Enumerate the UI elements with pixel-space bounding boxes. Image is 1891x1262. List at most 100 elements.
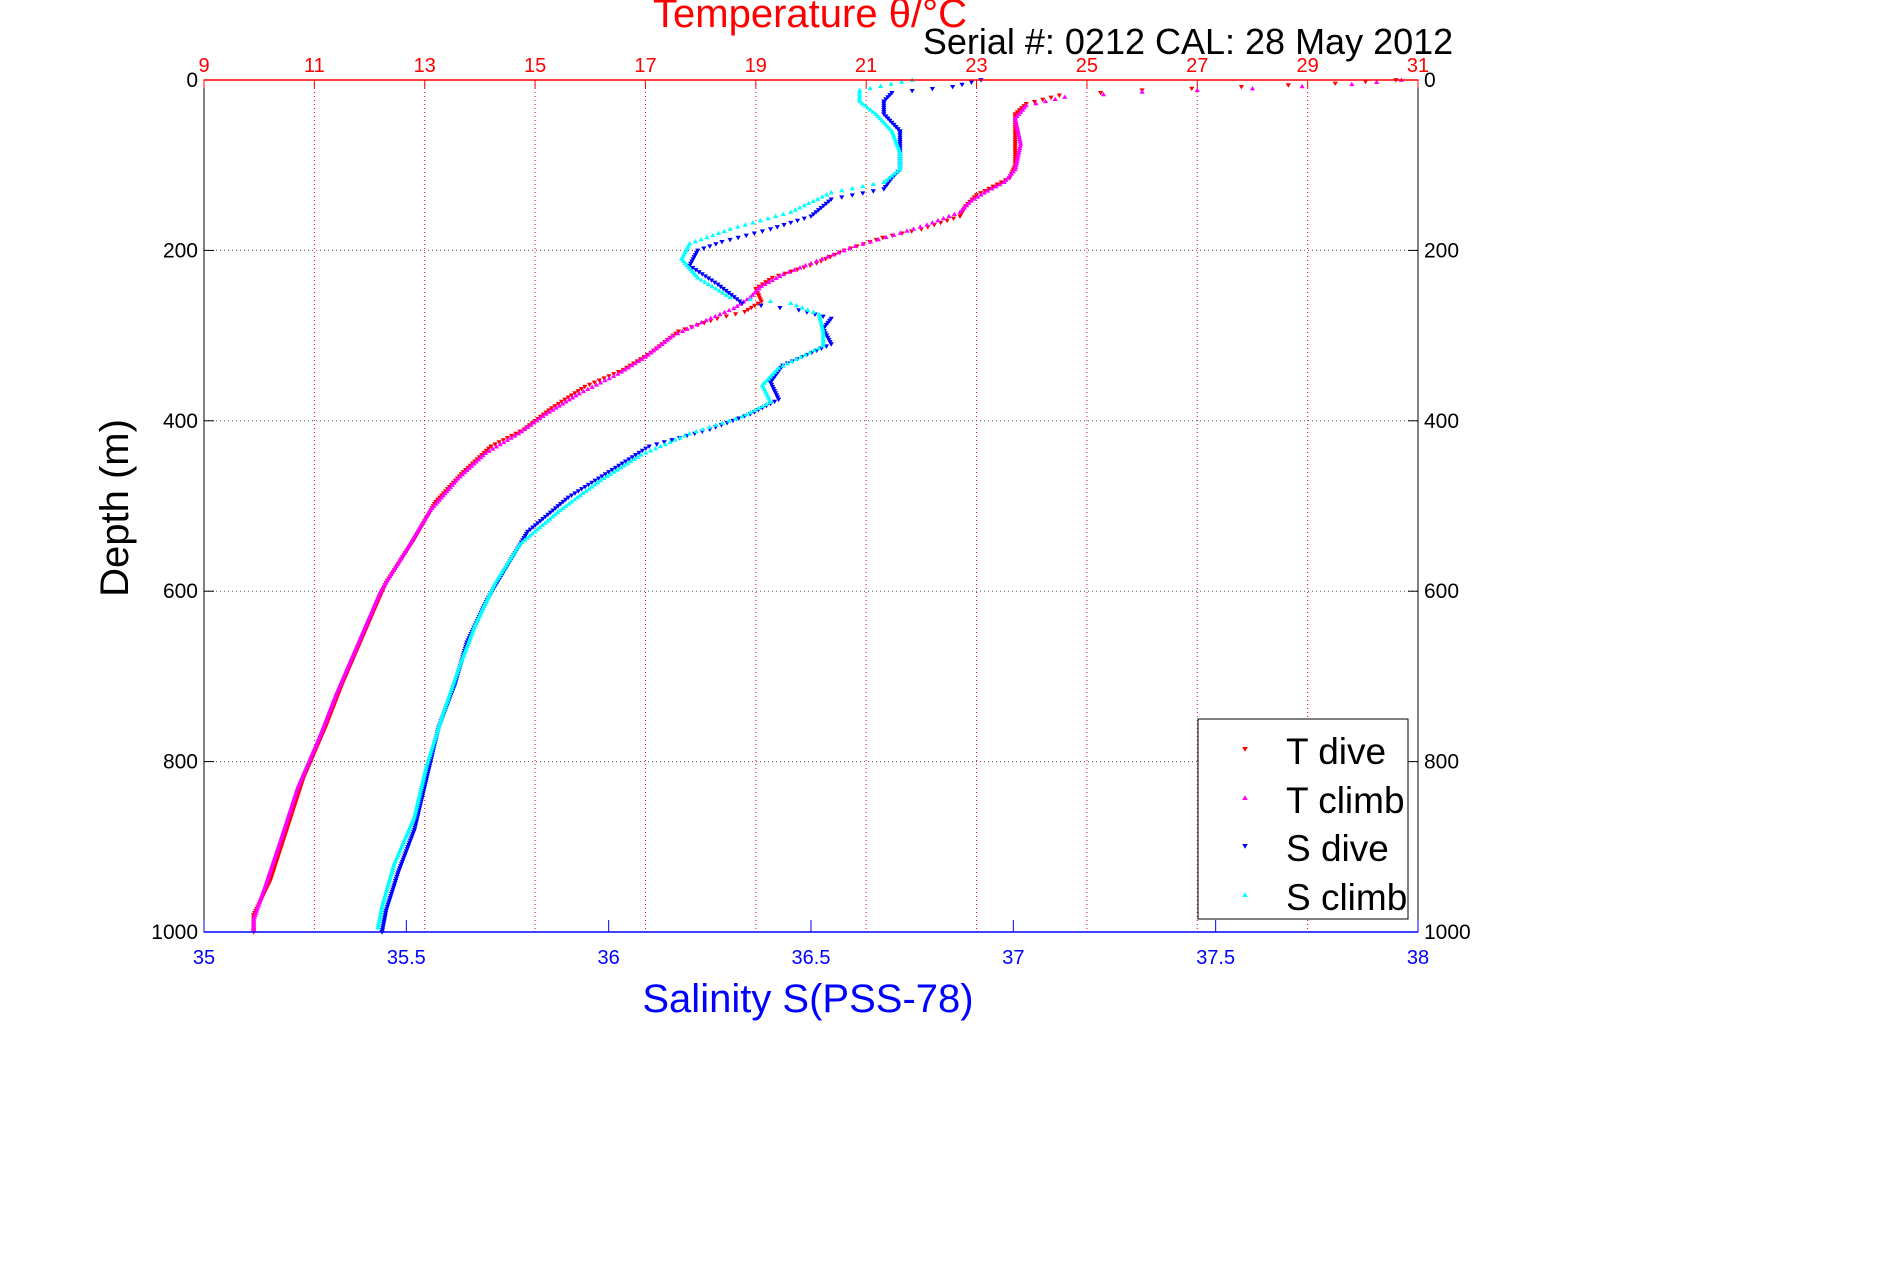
t-climb-point [540, 413, 546, 418]
t-climb-point [929, 220, 935, 225]
s-climb-point [883, 122, 889, 127]
s-climb-point [765, 215, 771, 221]
t-climb-point [473, 459, 479, 464]
temperature-tick-label: 29 [1297, 55, 1319, 77]
s-climb-point [692, 238, 698, 244]
t-climb-point [534, 417, 540, 423]
s-climb-point [421, 773, 427, 779]
s-climb-point [767, 373, 774, 379]
t-climb-point [1052, 96, 1058, 101]
s-climb-point [873, 111, 879, 116]
t-climb-point [762, 281, 768, 287]
s-dive-legend-marker [1242, 844, 1248, 849]
t-climb-point [497, 441, 503, 447]
s-climb-point [819, 322, 825, 327]
s-climb-point [667, 439, 673, 444]
temperature-tick-label: 15 [524, 55, 546, 77]
s-climb-point [819, 324, 825, 329]
s-dive-point [720, 286, 726, 292]
t-climb-point [1012, 115, 1018, 121]
depth-tick-label-right: 0 [1424, 69, 1436, 92]
s-dive-point [707, 244, 713, 249]
t-climb-point [1015, 130, 1021, 136]
t-climb-point [802, 262, 809, 268]
s-climb-point [547, 516, 553, 521]
s-climb-point [527, 533, 533, 538]
s-climb-point [421, 771, 428, 777]
t-climb-point [957, 209, 963, 214]
s-climb-point [677, 435, 683, 440]
t-climb-point [462, 469, 468, 475]
t-climb-point [598, 380, 604, 385]
s-climb-point [549, 514, 556, 519]
chart-title: Temperature θ/°C [653, 0, 967, 36]
t-climb-point [867, 239, 874, 244]
s-dive-point [731, 295, 737, 300]
s-climb-point [856, 92, 863, 97]
depth-tick-label-right: 600 [1424, 580, 1459, 603]
s-climb-point [557, 507, 563, 513]
t-climb-point [531, 420, 537, 425]
s-climb-point [747, 409, 753, 415]
t-dive-point [565, 395, 571, 400]
s-dive-point [690, 265, 696, 271]
t-climb-point [981, 190, 987, 195]
t-climb-point [580, 388, 587, 394]
salinity-tick-label: 37 [1002, 947, 1024, 969]
s-climb-point [888, 81, 894, 86]
s-dive-point [767, 227, 774, 232]
t-climb-point [1016, 132, 1022, 138]
t-climb-point [1033, 100, 1039, 106]
t-climb-point [1014, 124, 1020, 129]
s-climb-point [522, 537, 528, 542]
t-climb-point [904, 228, 910, 233]
t-climb-point [935, 217, 941, 223]
s-climb-point [780, 363, 786, 368]
salinity-tick-label: 35.5 [387, 947, 426, 969]
salinity-tick-label: 38 [1407, 947, 1429, 969]
s-dive-point [599, 474, 605, 479]
t-climb-point [606, 375, 612, 381]
s-dive-point [771, 399, 778, 405]
s-climb-point [628, 458, 634, 464]
t-climb-point [777, 273, 783, 279]
t-climb-point [756, 285, 762, 291]
t-climb-point [698, 319, 705, 325]
s-climb-point [687, 430, 693, 436]
t-climb-point [813, 258, 820, 263]
s-climb-point [643, 450, 649, 455]
s-climb-point [715, 230, 722, 236]
s-dive-point [568, 493, 575, 498]
t-dive-point [763, 280, 769, 285]
s-dive-point [715, 282, 721, 288]
s-dive-point [882, 185, 889, 190]
s-climb-point [580, 490, 586, 496]
t-dive-point [1238, 84, 1245, 90]
s-dive-point [705, 276, 712, 281]
t-climb-point [797, 265, 803, 270]
t-climb-point [754, 288, 760, 293]
s-climb-point [881, 120, 887, 125]
t-climb-point [543, 411, 549, 416]
t-climb-point [841, 247, 847, 253]
legend-label-t-climb: T climb [1286, 780, 1405, 821]
s-climb-point [423, 765, 429, 770]
s-climb-point [797, 205, 803, 210]
s-climb-point [592, 482, 598, 487]
t-climb-point [978, 192, 984, 197]
t-dive-point [723, 314, 729, 319]
s-climb-point [608, 471, 614, 476]
t-climb-point [1016, 147, 1022, 153]
t-climb-point [629, 362, 635, 368]
s-climb-point [420, 778, 426, 783]
s-climb-point [802, 352, 808, 357]
t-climb-point [1100, 91, 1107, 97]
s-dive-point [585, 482, 592, 488]
t-dive-point [957, 214, 963, 219]
s-climb-point [589, 484, 595, 489]
s-climb-point [881, 179, 887, 185]
temperature-tick-label: 27 [1186, 55, 1208, 77]
axis-ticks: 0 0 200 200 400 400 600 600 800 800 1000 1000 9 11 13 1… [151, 55, 1470, 969]
t-climb-point [911, 226, 917, 231]
